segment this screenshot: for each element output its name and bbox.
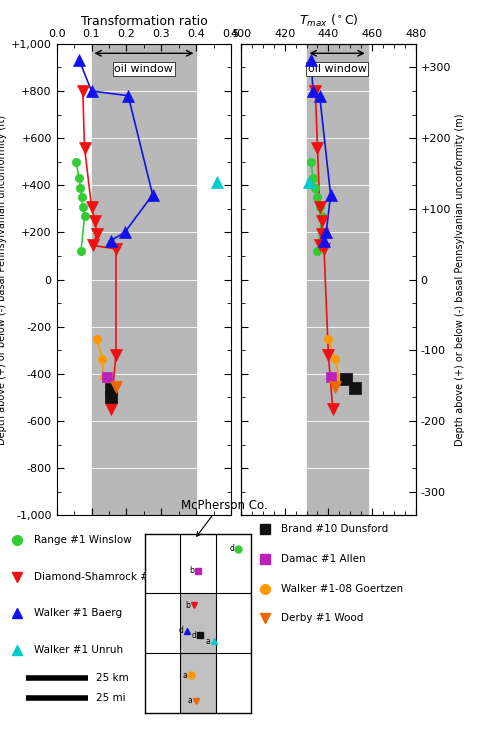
X-axis label: Transformation ratio: Transformation ratio: [81, 15, 207, 28]
Text: b: b: [185, 601, 190, 610]
Text: d: d: [191, 631, 196, 640]
Text: Brand #10 Dunsford: Brand #10 Dunsford: [281, 524, 388, 534]
Text: b: b: [189, 567, 194, 575]
Text: Walker #1 Unruh: Walker #1 Unruh: [34, 645, 123, 655]
Text: d: d: [179, 626, 184, 635]
Text: Diamond-Shamrock #1-9 Skully: Diamond-Shamrock #1-9 Skully: [34, 572, 200, 582]
Y-axis label: Depth above (+) or below (-) basal Pennsylvanian unconformity (ft): Depth above (+) or below (-) basal Penns…: [0, 115, 7, 444]
Bar: [92, 44, 196, 515]
Text: a: a: [206, 637, 211, 645]
Text: Damac #1 Allen: Damac #1 Allen: [281, 554, 366, 564]
Text: d: d: [229, 544, 234, 553]
Bar: [307, 44, 368, 515]
Text: a: a: [183, 671, 187, 680]
Text: Walker #1-08 Goertzen: Walker #1-08 Goertzen: [281, 583, 403, 594]
Text: a: a: [188, 697, 193, 705]
Text: 25 km: 25 km: [96, 673, 128, 683]
X-axis label: $T_{max}$ ($^\circ$C): $T_{max}$ ($^\circ$C): [299, 13, 358, 29]
Text: oil window: oil window: [115, 64, 173, 74]
Text: McPherson Co.: McPherson Co.: [181, 499, 267, 512]
Text: Range #1 Winslow: Range #1 Winslow: [34, 535, 131, 545]
Text: Walker #1 Baerg: Walker #1 Baerg: [34, 608, 122, 618]
Text: 25 mi: 25 mi: [96, 693, 125, 703]
Text: oil window: oil window: [308, 64, 367, 74]
Text: Derby #1 Wood: Derby #1 Wood: [281, 613, 363, 624]
Bar: [181, 594, 215, 713]
Y-axis label: Depth above (+) or below (-) basal Pennsylvanian unconformity (m): Depth above (+) or below (-) basal Penns…: [455, 113, 465, 446]
